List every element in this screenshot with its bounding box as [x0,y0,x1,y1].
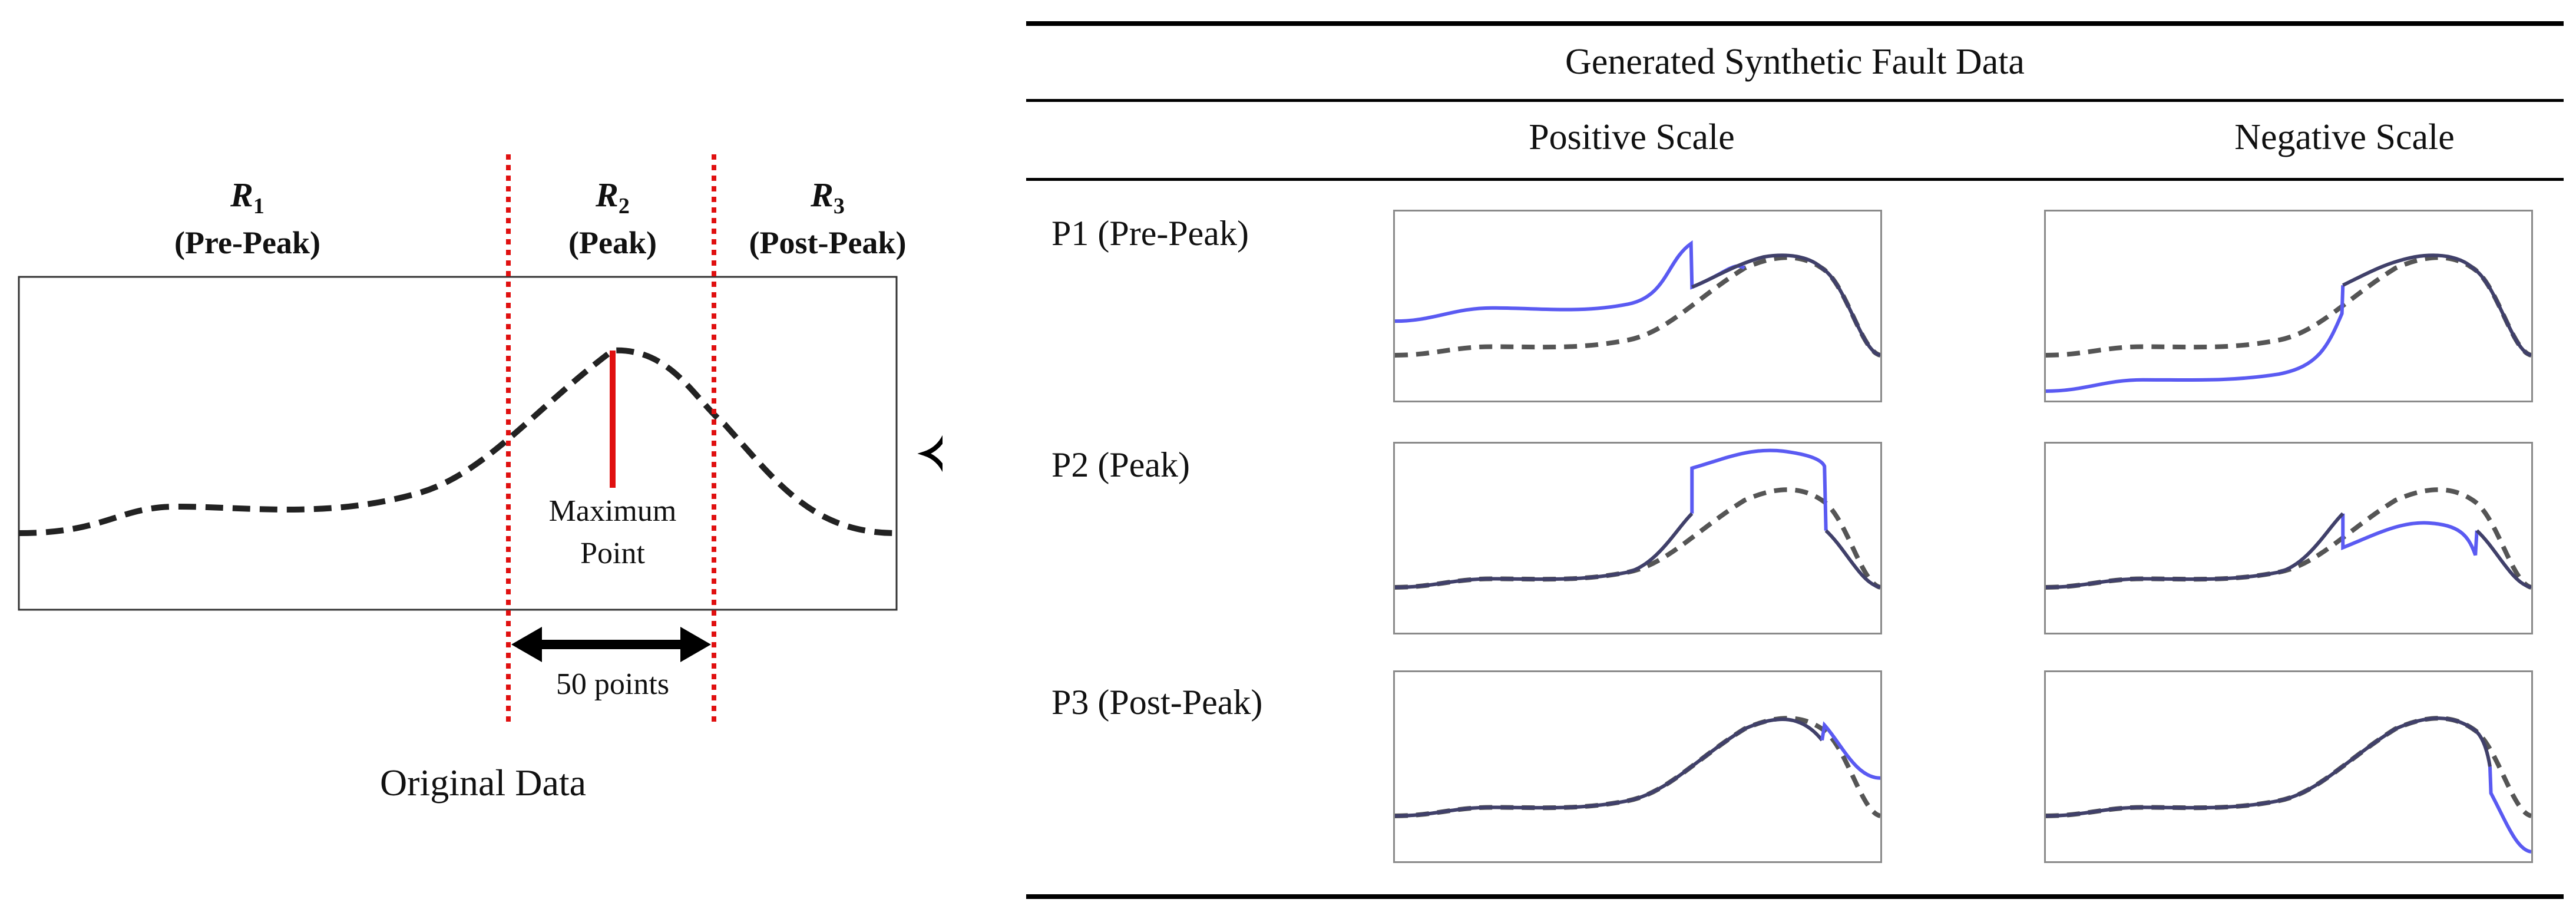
original-curve [18,347,897,536]
original-curve [2046,257,2531,355]
region-r2-name: (Peak) [568,224,657,260]
table-title: Generated Synthetic Fault Data [1565,42,2025,82]
panel-p2-negative [2044,442,2533,634]
fault-curve [2046,285,2343,391]
region-r3-subscript: 3 [833,193,845,219]
window-size-label: 50 points [555,667,670,701]
row-label-p3: P3 (Post-Peak) [1051,683,1263,722]
region-r2-symbol: R [596,176,619,214]
panel-p2-positive [1393,442,1882,634]
window-arrow-head-left [511,627,542,662]
original-curve [1395,718,1880,816]
fault-curve [1692,451,1826,531]
original-curve [2046,718,2531,816]
column-header-negative: Negative Scale [2234,117,2455,157]
panel-p1-positive [1393,210,1882,402]
fault-curve [2490,767,2531,852]
column-header-positive: Positive Scale [1529,117,1735,157]
original-curve [1395,257,1880,355]
region-r1-symbol: R [230,176,253,214]
max-point-label-line1: Maximum [548,494,677,528]
table-top-rule [1026,21,2564,26]
original-curve [1395,490,1880,587]
original-data-diagram [18,154,943,723]
window-arrow-head-right [680,627,711,662]
region-r2-label: R2 (Peak) [530,177,695,261]
region-r1-label: R1 (Pre-Peak) [141,177,353,261]
region-r1-subscript: 1 [253,193,264,219]
fault-curve [2343,514,2476,556]
table-bottom-rule [1026,894,2564,899]
original-data-frame [18,276,898,611]
region-r1-name: (Pre-Peak) [174,224,320,260]
table-brace [917,435,943,472]
panel-p1-negative [2044,210,2533,402]
fault-curve [1395,244,1744,322]
panel-p3-negative [2044,670,2533,863]
row-label-p2: P2 (Peak) [1051,445,1190,484]
region-r2-subscript: 2 [618,193,630,219]
table-header-rule [1026,99,2564,102]
original-curve [2046,490,2531,587]
original-data-caption: Original Data [379,762,587,804]
table-column-rule [1026,178,2564,181]
panel-p3-positive [1393,670,1882,863]
fault-curve [1822,725,1880,778]
row-label-p1: P1 (Pre-Peak) [1051,214,1249,253]
region-r3-label: R3 (Post-Peak) [722,177,934,261]
max-point-label-line2: Point [580,537,645,570]
region-r3-name: (Post-Peak) [749,224,907,260]
region-r3-symbol: R [811,176,834,214]
